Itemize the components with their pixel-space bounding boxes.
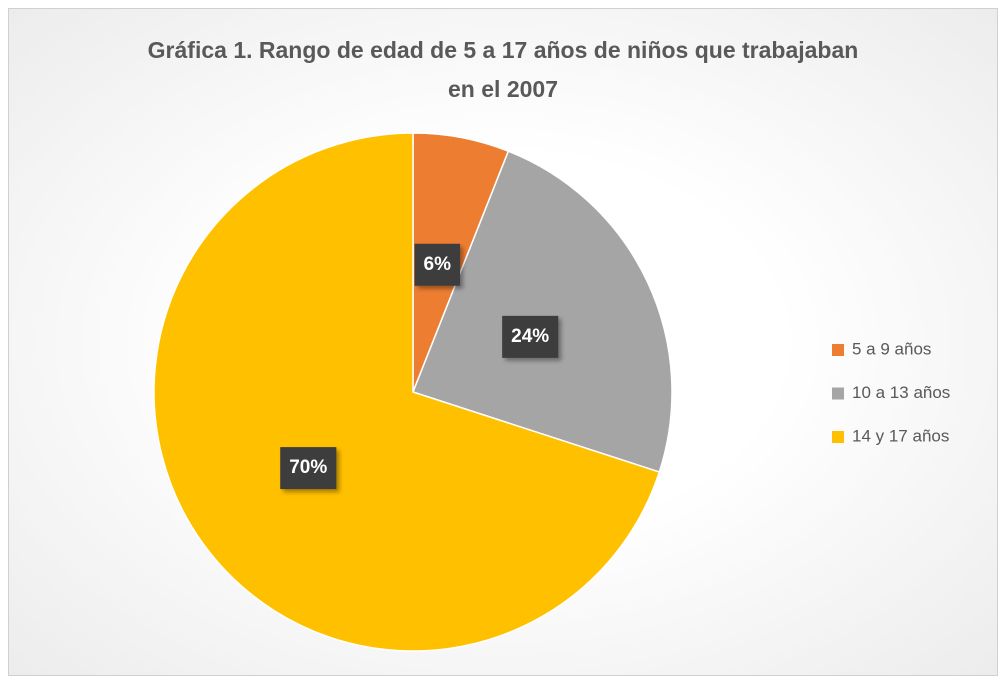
data-label-box [414,243,461,286]
legend-swatch [832,387,844,400]
legend-label: 10 a 13 años [852,383,950,402]
pie-slice [412,150,673,473]
pie-slice [153,132,661,652]
legend-swatch [832,431,844,443]
legend-label: 14 y 17 años [852,426,949,445]
data-label: 70% [289,457,327,478]
legend-swatch [832,344,844,356]
legend-label: 5 a 9 años [852,339,931,358]
data-label: 24% [511,326,549,347]
data-label-box [502,315,559,358]
chart-title: Gráfica 1. Rango de edad de 5 a 17 años … [147,37,859,102]
title-box: Gráfica 1. Rango de edad de 5 a 17 años … [9,31,997,109]
data-label: 6% [424,254,452,275]
data-label-box [280,447,337,490]
